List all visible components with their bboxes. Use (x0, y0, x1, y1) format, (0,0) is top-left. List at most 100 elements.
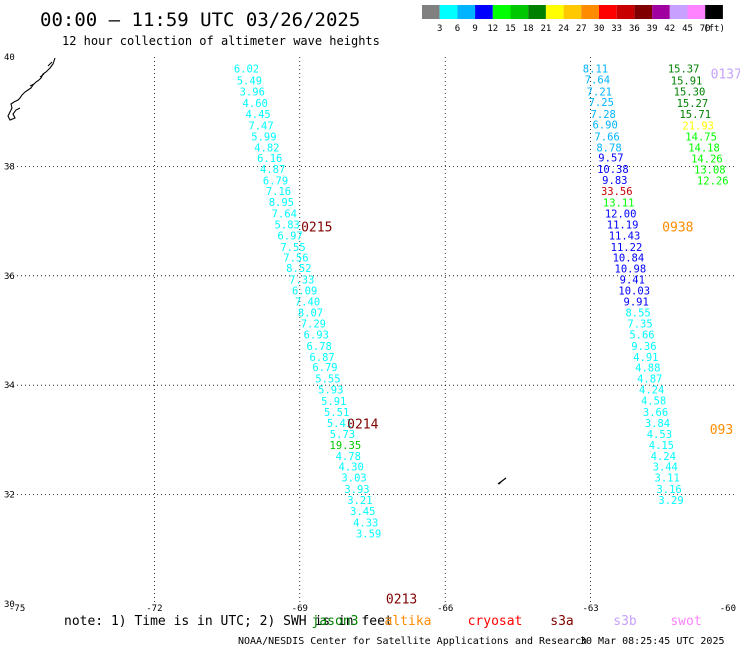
wave-height-value: 8.11 (583, 63, 608, 75)
wave-height-value: 8.52 (286, 263, 311, 275)
wave-height-value: 7.56 (283, 253, 308, 265)
satellite-label: altika (385, 614, 432, 629)
legend-swatch (457, 5, 476, 19)
wave-height-points: 6.025.493.964.604.457.475.994.826.164.87… (234, 63, 729, 540)
legend-tick-label: 33 (611, 24, 622, 34)
wave-height-value: 5.66 (629, 329, 654, 341)
chart-title: 00:00 – 11:59 UTC 03/26/2025 (40, 9, 360, 31)
footer-note: note: 1) Time is in UTC; 2) SWH is in fe… (64, 614, 393, 629)
pass-label: 0213 (386, 593, 417, 608)
y-tick-label: 36 (4, 272, 15, 282)
wave-height-value: 12.26 (697, 176, 729, 188)
wave-height-value: 33.56 (601, 186, 633, 198)
wave-height-value: 4.30 (339, 462, 364, 474)
wave-height-value: 9.91 (624, 297, 649, 309)
wave-height-value: 12.00 (605, 208, 637, 220)
wave-height-value: 7.66 (594, 131, 619, 143)
wave-height-value: 6.02 (234, 63, 259, 75)
wave-height-value: 7.47 (248, 120, 273, 132)
legend-swatch (563, 5, 582, 19)
legend-tick-label: 15 (505, 24, 516, 34)
y-tick-label: 30 (4, 600, 15, 610)
wave-height-value: 5.51 (324, 407, 349, 419)
x-tick-label: -72 (146, 604, 162, 614)
wave-height-value: 4.24 (651, 451, 676, 463)
wave-height-value: 5.83 (275, 219, 300, 231)
wave-height-value: 5.91 (321, 396, 346, 408)
wave-height-value: 4.82 (254, 142, 279, 154)
wave-height-value: 7.21 (587, 86, 612, 98)
wave-height-value: 5.99 (251, 131, 276, 143)
legend-tick-label: 42 (664, 24, 675, 34)
legend-unit: (ft) (703, 24, 725, 34)
wave-height-value: 6.93 (304, 329, 329, 341)
wave-height-value: 19.35 (330, 440, 362, 452)
wave-height-value: 6.87 (309, 352, 334, 364)
wave-height-value: 6.78 (307, 341, 332, 353)
legend-tick-label: 12 (487, 24, 498, 34)
legend-swatch (634, 5, 653, 19)
wave-height-value: 4.15 (649, 440, 674, 452)
wave-height-value: 4.88 (635, 363, 660, 375)
legend-swatch (616, 5, 635, 19)
legend-swatch (599, 5, 617, 19)
wave-height-value: 5.73 (330, 429, 355, 441)
chart-subtitle: 12 hour collection of altimeter wave hei… (62, 34, 380, 48)
wave-height-value: 9.83 (602, 175, 627, 187)
wave-height-value: 7.25 (589, 97, 614, 109)
wave-height-value: 6.79 (312, 362, 337, 374)
wave-height-value: 3.21 (347, 495, 372, 507)
wave-height-value: 15.27 (677, 98, 709, 110)
wave-height-value: 10.38 (597, 164, 629, 176)
wave-height-value: 3.96 (240, 86, 265, 98)
legend-swatch (439, 5, 458, 19)
axis-tick-labels: -75 -72 -69 -66 -63 -60 40 38 36 34 32 30 (4, 53, 736, 614)
legend-tick-label: 24 (558, 24, 569, 34)
coastline-details (29, 61, 53, 87)
wave-height-value: 6.09 (292, 286, 317, 298)
wave-height-value: 14.18 (688, 142, 720, 154)
wave-height-value: 9.36 (631, 341, 656, 353)
wave-height-value: 7.55 (280, 242, 305, 254)
wave-height-value: 3.29 (658, 495, 683, 507)
wave-height-value: 10.84 (613, 253, 645, 265)
legend-tick-label: 6 (455, 24, 460, 34)
legend-swatch (687, 5, 706, 19)
wave-height-value: 7.16 (266, 186, 291, 198)
wave-height-value: 7.29 (301, 318, 326, 330)
pass-label: 0137 (711, 67, 740, 82)
wave-height-value: 15.37 (668, 63, 700, 75)
legend-tick-label: 30 (594, 24, 605, 34)
wave-height-value: 13.11 (603, 198, 635, 210)
wave-height-value: 4.78 (336, 451, 361, 463)
wave-height-value: 4.60 (243, 98, 268, 110)
legend-tick-label: 39 (647, 24, 658, 34)
legend-tick-label: 36 (629, 24, 640, 34)
color-scale-legend: 3 6 9 12 15 18 21 24 27 30 33 36 39 42 45 70(ft) (422, 5, 725, 34)
island (497, 477, 507, 485)
wave-height-value: 6.90 (592, 119, 617, 131)
legend-swatch (475, 5, 493, 19)
wave-height-value: 4.45 (245, 109, 270, 121)
pass-label: 0214 (347, 417, 378, 432)
satellite-label: jason3 (312, 614, 359, 629)
wave-height-value: 21.93 (682, 120, 714, 132)
wave-height-value: 15.71 (679, 109, 711, 121)
wave-height-value: 15.30 (674, 86, 706, 98)
wave-height-value: 7.28 (591, 109, 616, 121)
wave-height-value: 7.35 (627, 318, 652, 330)
x-tick-label: -60 (720, 604, 736, 614)
footer-timestamp: 30 Mar 08:25:45 UTC 2025 (580, 636, 725, 647)
wave-height-value: 3.03 (341, 473, 366, 485)
wave-height-value: 9.57 (598, 153, 623, 165)
legend-tick-label: 70 (700, 24, 711, 34)
x-tick-label: -75 (9, 604, 25, 614)
y-tick-label: 34 (4, 381, 15, 391)
satellite-label: s3b (613, 614, 637, 629)
pass-label: 093 (710, 423, 733, 438)
legend-swatch (581, 5, 599, 19)
legend-tick-label: 21 (540, 24, 551, 34)
wave-height-value: 5.55 (315, 374, 340, 386)
wave-height-value: 8.55 (625, 307, 650, 319)
